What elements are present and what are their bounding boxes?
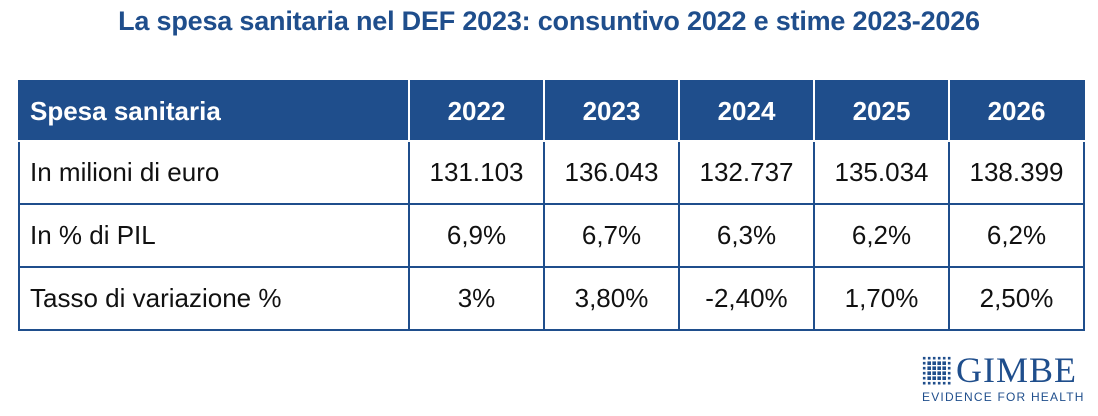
table-cell: 136.043 (543, 140, 680, 205)
logo-tagline: EVIDENCE FOR HEALTH (922, 390, 1085, 404)
header-cell-2026: 2026 (948, 80, 1085, 142)
gimbe-logo: GIMBE EVIDENCE FOR HEALTH (922, 350, 1084, 408)
table-cell: 132.737 (678, 140, 815, 205)
table-cell: 135.034 (813, 140, 950, 205)
table-cell: 2,50% (948, 266, 1085, 331)
table-cell: 6,9% (408, 203, 545, 268)
header-cell-2022: 2022 (408, 80, 545, 142)
row-label: Tasso di variazione % (18, 266, 410, 331)
spending-table: Spesa sanitaria 2022 2023 2024 2025 2026… (18, 80, 1085, 331)
table-cell: 131.103 (408, 140, 545, 205)
table-row: Tasso di variazione % 3% 3,80% -2,40% 1,… (18, 266, 1085, 331)
header-cell-2023: 2023 (543, 80, 680, 142)
table-cell: 138.399 (948, 140, 1085, 205)
dot-grid-icon (922, 356, 951, 385)
logo-wordmark: GIMBE (956, 350, 1077, 390)
table-cell: 6,2% (813, 203, 950, 268)
header-cell-2024: 2024 (678, 80, 815, 142)
table-cell: 6,2% (948, 203, 1085, 268)
table-cell: 3,80% (543, 266, 680, 331)
table-row: In milioni di euro 131.103 136.043 132.7… (18, 140, 1085, 205)
table-cell: 3% (408, 266, 545, 331)
table-row: In % di PIL 6,9% 6,7% 6,3% 6,2% 6,2% (18, 203, 1085, 268)
row-label: In % di PIL (18, 203, 410, 268)
table-cell: 6,3% (678, 203, 815, 268)
header-cell-label: Spesa sanitaria (18, 80, 410, 142)
table-header-row: Spesa sanitaria 2022 2023 2024 2025 2026 (18, 80, 1085, 142)
row-label: In milioni di euro (18, 140, 410, 205)
table-cell: 1,70% (813, 266, 950, 331)
page-title: La spesa sanitaria nel DEF 2023: consunt… (118, 6, 980, 36)
table-cell: -2,40% (678, 266, 815, 331)
header-cell-2025: 2025 (813, 80, 950, 142)
table-cell: 6,7% (543, 203, 680, 268)
